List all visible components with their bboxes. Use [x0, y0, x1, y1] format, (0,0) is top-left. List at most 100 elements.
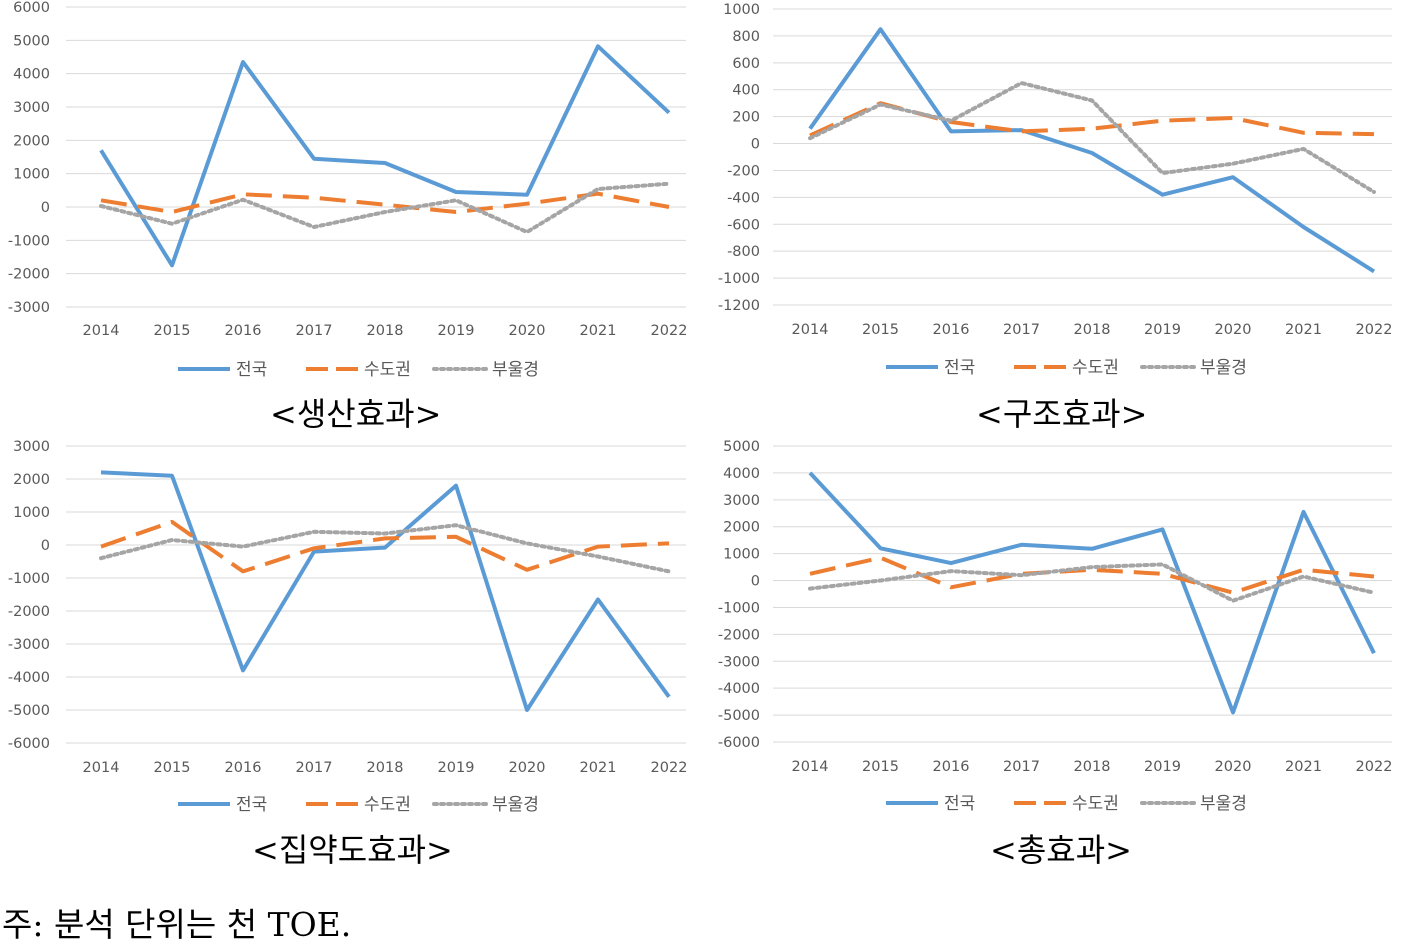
legend-label: 수도권: [1072, 794, 1119, 814]
y-tick-label: -4000: [718, 681, 760, 697]
x-tick-label: 2015: [862, 322, 899, 338]
x-tick-label: 2016: [225, 760, 262, 776]
series-line-1: [808, 27, 1376, 274]
legend: 전국 수도권 부울경: [886, 794, 1247, 814]
y-tick-label: -3000: [8, 637, 50, 653]
series-line-1: [99, 44, 671, 268]
y-tick-label: 600: [732, 56, 760, 72]
y-tick-label: 1000: [13, 505, 50, 521]
x-tick-label: 2015: [154, 323, 191, 339]
y-tick-label: -800: [727, 244, 760, 260]
series-line-2: [809, 555, 1375, 595]
y-tick-label: 0: [751, 574, 760, 590]
y-tick-label: 3000: [723, 493, 760, 509]
x-tick-label: 2020: [509, 323, 546, 339]
x-tick-label: 2014: [792, 759, 829, 775]
y-tick-label: -600: [727, 217, 760, 233]
legend-label: 부울경: [492, 795, 539, 815]
x-tick-label: 2019: [438, 323, 475, 339]
y-tick-label: 5000: [13, 33, 50, 49]
y-tick-label: -1000: [8, 571, 50, 587]
legend: 전국 수도권 부울경: [178, 795, 539, 815]
y-tick-label: 0: [751, 137, 760, 153]
y-tick-label: 5000: [723, 439, 760, 455]
x-tick-label: 2018: [1074, 322, 1111, 338]
y-tick-label: 400: [732, 83, 760, 99]
series-line-3: [99, 181, 671, 234]
legend-label: 부울경: [1200, 794, 1247, 814]
x-tick-label: 2020: [1215, 759, 1252, 775]
x-tick-label: 2014: [792, 322, 829, 338]
chart-grid: 6000500040003000200010000-1000-2000-3000…: [8, 0, 1393, 815]
legend-label: 부울경: [492, 360, 539, 380]
x-tick-label: 2022: [651, 323, 688, 339]
caption-structure-effect: <구조효과>: [976, 395, 1148, 433]
series-line-1: [808, 471, 1376, 715]
x-tick-label: 2019: [1144, 322, 1181, 338]
y-tick-label: -6000: [718, 735, 760, 751]
y-tick-label: -1000: [718, 600, 760, 616]
x-tick-label: 2020: [1215, 322, 1252, 338]
y-tick-label: -6000: [8, 736, 50, 752]
x-tick-label: 2014: [83, 760, 120, 776]
caption-total-effect: <총효과>: [990, 831, 1132, 869]
y-tick-label: -5000: [8, 703, 50, 719]
legend-label: 전국: [236, 795, 267, 815]
x-tick-label: 2022: [1356, 759, 1393, 775]
y-tick-label: 800: [732, 29, 760, 45]
legend-label: 수도권: [364, 795, 411, 815]
x-tick-label: 2020: [509, 760, 546, 776]
y-tick-label: -2000: [8, 604, 50, 620]
x-tick-label: 2015: [862, 759, 899, 775]
x-tick-label: 2017: [1003, 322, 1040, 338]
chart-production: 6000 5000 4000 3000 2000 1000 0 -1000 -2000 -3000…: [8, 0, 688, 380]
y-tick-label: 1000: [723, 2, 760, 18]
legend-label: 전국: [944, 358, 975, 378]
x-tick-label: 2017: [296, 323, 333, 339]
y-tick-label: -2000: [718, 627, 760, 643]
x-tick-label: 2019: [1144, 759, 1181, 775]
x-tick-label: 2021: [1285, 759, 1322, 775]
y-tick-label: -1200: [718, 298, 760, 314]
y-tick-label: 3000: [13, 439, 50, 455]
legend-label: 전국: [236, 360, 267, 380]
y-tick-label: -3000: [8, 300, 50, 316]
y-tick-label: -1000: [8, 233, 50, 249]
y-tick-label: 0: [41, 538, 50, 554]
legend-label: 수도권: [1072, 358, 1119, 378]
caption-production-effect: <생산효과>: [270, 395, 442, 433]
y-tick-label: 200: [732, 110, 760, 126]
x-tick-label: 2022: [651, 760, 688, 776]
x-tick-label: 2018: [367, 760, 404, 776]
x-tick-label: 2015: [154, 760, 191, 776]
y-tick-label: 3000: [13, 100, 50, 116]
series-line-2: [809, 101, 1375, 138]
y-tick-label: 4000: [13, 67, 50, 83]
y-tick-label: 2000: [723, 520, 760, 536]
x-tick-label: 2016: [933, 322, 970, 338]
x-tick-label: 2021: [580, 760, 617, 776]
x-tick-label: 2017: [296, 760, 333, 776]
series-line-3: [99, 523, 671, 574]
footnote: 주: 분석 단위는 천 TOE.: [2, 905, 352, 944]
chart-structure: 1000 800 600 400 200 0 -200 -400 -600 -800 -1000 -1…: [718, 2, 1393, 378]
x-tick-label: 2018: [1074, 759, 1111, 775]
y-tick-label: 4000: [723, 466, 760, 482]
series-line-3: [808, 562, 1376, 603]
x-tick-label: 2021: [1285, 322, 1322, 338]
series-line-3: [808, 81, 1376, 194]
x-tick-label: 2017: [1003, 759, 1040, 775]
y-tick-label: 2000: [13, 472, 50, 488]
x-tick-label: 2016: [933, 759, 970, 775]
legend-label: 수도권: [364, 360, 411, 380]
y-tick-label: -5000: [718, 708, 760, 724]
caption-intensity-effect: <집약도효과>: [252, 831, 453, 869]
y-tick-label: -200: [727, 163, 760, 179]
y-tick-label: 6000: [13, 0, 50, 16]
x-tick-label: 2014: [83, 323, 120, 339]
legend: 전국 수도권 부울경: [886, 358, 1247, 378]
y-tick-label: 0: [41, 200, 50, 216]
x-tick-label: 2018: [367, 323, 404, 339]
y-tick-label: -4000: [8, 670, 50, 686]
x-tick-label: 2019: [438, 760, 475, 776]
